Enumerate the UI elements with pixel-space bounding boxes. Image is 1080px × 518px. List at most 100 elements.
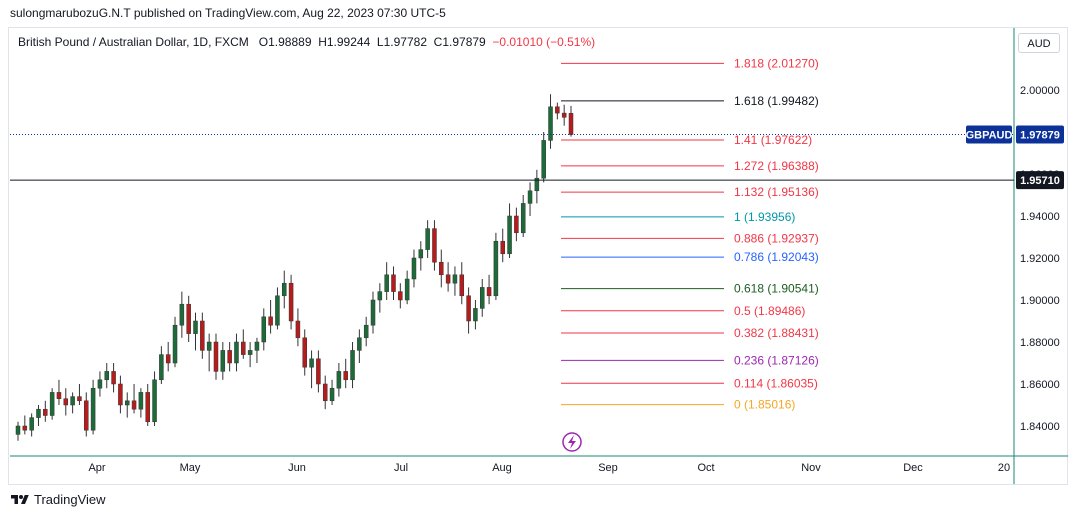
fib-level-label: 1.618 (1.99482) (734, 94, 819, 108)
candle-body (439, 261, 444, 276)
candle-body (507, 215, 512, 255)
candle-body (398, 291, 403, 301)
x-tick-label: Dec (903, 462, 923, 474)
candle-body (138, 392, 144, 410)
candle-body (316, 358, 321, 385)
candle-body (527, 190, 533, 204)
candle-body (493, 240, 499, 297)
candle-body (131, 400, 137, 410)
candle-body (220, 350, 226, 372)
tradingview-logo-icon (11, 494, 29, 504)
candle-body (15, 425, 21, 435)
candle-body (466, 295, 471, 322)
x-tick-label: Sep (598, 462, 618, 474)
candle-body (514, 215, 519, 234)
candle-body (302, 337, 307, 368)
candle-body (329, 387, 335, 402)
high-label: H (318, 35, 327, 49)
x-tick-label: May (180, 462, 201, 474)
candle-body (145, 392, 150, 423)
candle-body (77, 396, 82, 402)
y-tick-label: 1.86000 (1020, 379, 1060, 391)
candle-body (418, 249, 424, 259)
publish-info: sulongmarubozuG.N.T published on Trading… (10, 6, 446, 20)
candle-body (84, 400, 89, 431)
chart-frame (8, 27, 1068, 485)
candle-body (36, 408, 41, 418)
close-label: C (433, 35, 443, 49)
fib-level-label: 0.114 (1.86035) (734, 376, 818, 390)
candle-body (254, 341, 260, 351)
candle-body (152, 379, 157, 423)
candle-body (200, 320, 205, 351)
y-tick-label: 1.90000 (1020, 295, 1060, 307)
candle-body (70, 396, 75, 406)
fib-level-label: 1.132 (1.95136) (734, 185, 819, 199)
fib-level-label: 1.818 (2.01270) (734, 56, 819, 70)
candle-body (234, 341, 239, 364)
candle-body (165, 354, 171, 364)
candle-body (473, 308, 478, 322)
candle-body (104, 371, 110, 381)
candle-body (377, 291, 383, 301)
candle-body (186, 303, 191, 334)
fib-level-label: 1.272 (1.96388) (734, 159, 819, 173)
currency-button[interactable]: AUD (1018, 33, 1060, 53)
fib-level-label: 0.236 (1.87126) (734, 353, 819, 367)
candle-body (193, 320, 198, 334)
candle-body (343, 371, 348, 381)
candle-body (404, 278, 410, 301)
candle-body (227, 350, 232, 364)
candle-body (309, 358, 314, 368)
candle-body (432, 228, 437, 263)
candle-body (370, 299, 376, 326)
lightning-bolt-icon (568, 435, 576, 449)
candle-body (520, 203, 526, 234)
y-tick-label: 1.92000 (1020, 253, 1060, 265)
candle-body (275, 295, 280, 326)
candle-body (322, 383, 328, 402)
candle-body (282, 282, 287, 297)
candle-body (534, 177, 540, 192)
symbol-legend: British Pound / Australian Dollar, 1D, F… (18, 35, 595, 49)
symbol-name: British Pound / Australian Dollar, 1D, F… (18, 35, 249, 49)
candle-body (541, 140, 546, 179)
close-value: 1.97879 (442, 35, 486, 49)
candle-body (363, 324, 369, 339)
candle-body (247, 350, 253, 355)
candle-body (56, 392, 62, 399)
high-value: 1.99244 (326, 35, 371, 49)
candle-body (425, 228, 430, 250)
fib-level-label: 0.5 (1.89486) (734, 304, 805, 318)
candle-body (452, 274, 458, 284)
candle-body (90, 387, 96, 431)
y-tick-label: 1.94000 (1020, 211, 1060, 223)
fib-level-label: 1.41 (1.97622) (734, 133, 812, 147)
candle-body (568, 113, 574, 135)
change-value: −0.01010 (−0.51%) (492, 35, 596, 49)
candle-body (22, 425, 28, 431)
candle-body (111, 371, 116, 385)
x-tick-label: Aug (492, 462, 512, 474)
x-tick-label: Jun (288, 462, 306, 474)
low-label: L (376, 35, 384, 49)
candle-body (445, 274, 451, 284)
candle-body (486, 287, 492, 297)
candle-body (548, 106, 553, 141)
candle-body (561, 112, 567, 118)
brand-name: TradingView (34, 492, 106, 507)
candle-body (159, 354, 164, 381)
candle-body (288, 282, 294, 322)
candle-body (29, 417, 34, 431)
fib-level-label: 0.786 (1.92043) (734, 250, 819, 264)
candle-body (124, 400, 130, 406)
fib-level-label: 0.382 (1.88431) (734, 326, 819, 340)
fib-level-label: 0.886 (1.92937) (734, 231, 819, 245)
x-tick-label: Oct (697, 462, 714, 474)
lightning-icon[interactable] (562, 432, 582, 452)
candle-body (500, 240, 505, 255)
footer-brand: TradingView (10, 492, 106, 507)
candle-body (179, 303, 185, 326)
candle-body (206, 341, 212, 351)
